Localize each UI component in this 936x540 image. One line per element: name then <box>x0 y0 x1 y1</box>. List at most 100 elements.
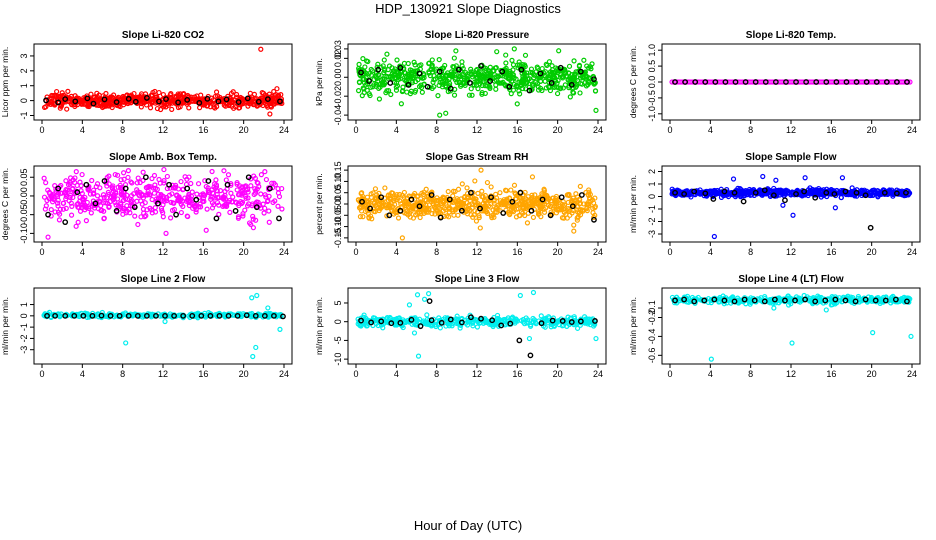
x-tick-label: 20 <box>867 369 877 379</box>
overlay-point <box>62 96 69 103</box>
data-point <box>134 180 140 186</box>
data-point <box>779 191 786 197</box>
x-tick-label: 16 <box>826 369 836 379</box>
outlier-point <box>526 335 533 342</box>
data-point <box>419 89 425 95</box>
data-point <box>361 70 367 77</box>
overlay-point <box>772 79 779 85</box>
data-point <box>388 91 394 98</box>
data-point <box>94 193 101 199</box>
data-point <box>177 104 183 110</box>
outlier-point <box>708 356 714 362</box>
x-tick-label: 20 <box>239 125 249 135</box>
panel-title: Slope Sample Flow <box>745 152 836 163</box>
y-tick-label: 2 <box>647 169 657 174</box>
data-point <box>507 70 513 76</box>
overlay-point <box>467 80 473 86</box>
data-point <box>577 183 583 189</box>
overlay-point <box>397 64 404 71</box>
data-point <box>214 194 221 201</box>
overlay-point <box>591 76 597 83</box>
data-point <box>180 203 186 210</box>
data-point <box>438 196 445 202</box>
data-point <box>472 199 478 205</box>
data-point <box>479 188 485 194</box>
x-tick-label: 24 <box>279 247 289 257</box>
overlay-point <box>205 178 212 184</box>
panel-title: Slope Line 4 (LT) Flow <box>738 274 844 285</box>
data-point <box>480 73 487 79</box>
data-point <box>497 190 503 196</box>
x-tick-label: 16 <box>512 247 522 257</box>
data-point <box>223 177 229 183</box>
data-point <box>54 200 61 206</box>
data-point <box>263 176 270 183</box>
data-point <box>418 84 425 91</box>
data-point <box>361 89 367 96</box>
panel-title: Slope Li-820 Pressure <box>425 30 530 41</box>
data-point <box>233 200 239 206</box>
data-point <box>489 215 495 221</box>
y-tick-label: 0.0 <box>647 76 657 89</box>
data-point <box>546 59 553 65</box>
data-point <box>444 213 450 219</box>
overlay-point <box>558 194 565 201</box>
overlay-point <box>426 298 433 305</box>
data-point <box>394 57 400 63</box>
data-point <box>258 172 264 178</box>
y-tick-label: -0.04 <box>333 105 343 126</box>
overlay-point <box>692 79 699 85</box>
data-point <box>410 205 416 212</box>
x-tick-label: 4 <box>394 247 399 257</box>
y-tick-label: 1.0 <box>647 44 657 57</box>
data-point <box>186 202 192 209</box>
overlay-point <box>276 215 282 222</box>
y-tick-label: -1 <box>19 323 29 331</box>
data-point <box>234 181 240 187</box>
data-point <box>166 95 172 102</box>
data-point <box>542 78 548 84</box>
data-point <box>425 209 431 215</box>
data-point <box>583 189 589 196</box>
overlay-point <box>823 79 830 85</box>
data-point <box>363 75 369 81</box>
data-point <box>566 70 572 76</box>
overlay-point <box>446 196 453 203</box>
x-tick-label: 24 <box>907 125 917 135</box>
overlay-point <box>175 99 182 106</box>
x-tick-label: 20 <box>553 125 563 135</box>
data-point <box>174 193 180 199</box>
data-point <box>58 103 64 109</box>
data-point <box>261 210 267 216</box>
overlay-point <box>255 98 262 105</box>
y-tick-label: -0.5 <box>647 90 657 106</box>
data-point <box>590 73 596 80</box>
data-point <box>488 71 494 78</box>
data-point <box>491 200 497 206</box>
data-point <box>394 83 401 89</box>
data-point <box>545 202 552 208</box>
data-point <box>576 62 583 68</box>
overlay-point <box>477 205 483 212</box>
data-point <box>104 195 110 201</box>
data-point <box>403 210 410 217</box>
data-point <box>466 201 472 208</box>
data-point <box>384 51 390 57</box>
data-point <box>187 96 193 102</box>
overlay-point <box>893 79 900 85</box>
data-point <box>114 172 121 178</box>
data-point <box>486 203 492 209</box>
data-point <box>423 197 429 203</box>
outlier-point <box>262 169 268 175</box>
data-point <box>525 194 531 200</box>
data-point <box>52 209 58 215</box>
overlay-point <box>358 69 364 76</box>
overlay-point <box>517 189 524 196</box>
data-point <box>234 187 240 193</box>
data-point <box>560 73 566 79</box>
data-point <box>250 213 256 219</box>
data-point <box>549 69 555 75</box>
